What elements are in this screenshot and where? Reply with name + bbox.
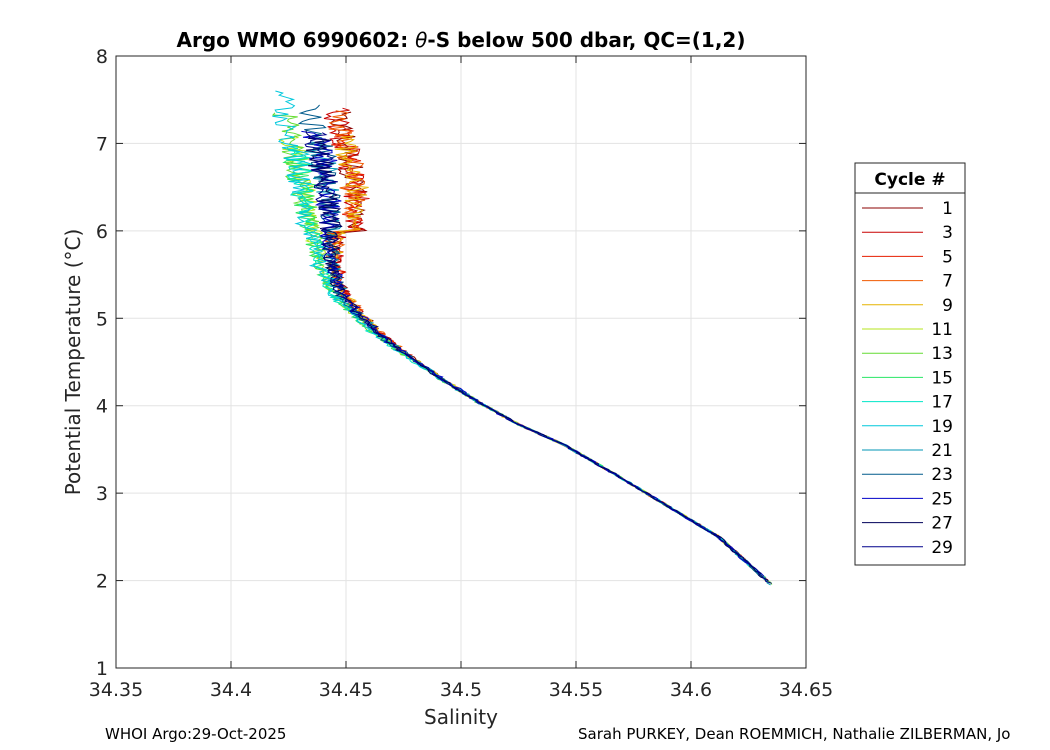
x-tick-label: 34.35: [89, 679, 143, 701]
footer-source: WHOI Argo:29-Oct-2025: [105, 725, 287, 743]
grid-lines: [115, 55, 807, 669]
series-line-cycle-29: [304, 132, 772, 584]
y-tick-label: 5: [96, 308, 108, 330]
x-tick-label: 34.65: [779, 679, 833, 701]
series-line-cycle-5: [324, 126, 771, 584]
series-line-cycle-25: [301, 130, 765, 577]
legend-label-cycle-1: 1: [942, 199, 953, 219]
series-layer: [271, 90, 773, 586]
y-axis-ticks: 1 2 3 4 5 6 7 8: [96, 46, 806, 680]
legend-label-cycle-3: 3: [942, 223, 953, 243]
legend-label-cycle-7: 7: [942, 272, 953, 292]
y-tick-label: 1: [96, 658, 108, 680]
legend-label-cycle-5: 5: [942, 247, 953, 267]
x-axis-ticks: 34.35 34.4 34.45 34.5 34.55 34.6 34.65: [89, 56, 833, 701]
legend-label-cycle-19: 19: [931, 417, 953, 437]
y-axis-label: Potential Temperature (°C): [61, 229, 85, 496]
series-line-cycle-27: [305, 130, 769, 582]
legend-label-cycle-21: 21: [931, 441, 953, 461]
legend-label-cycle-15: 15: [931, 368, 953, 388]
y-tick-label: 4: [96, 396, 108, 418]
series-line-cycle-23: [297, 104, 766, 580]
legend-label-cycle-17: 17: [931, 393, 953, 413]
y-tick-label: 8: [96, 46, 108, 68]
legend-label-cycle-9: 9: [942, 296, 953, 316]
x-tick-label: 34.45: [319, 679, 373, 701]
y-tick-label: 2: [96, 571, 108, 593]
y-tick-label: 6: [96, 221, 108, 243]
legend-label-cycle-13: 13: [931, 344, 953, 364]
legend-label-cycle-27: 27: [931, 514, 953, 534]
legend-label-cycle-29: 29: [931, 538, 953, 558]
y-tick-label: 3: [96, 483, 108, 505]
series-line-cycle-9: [325, 135, 762, 577]
legend-label-cycle-25: 25: [931, 489, 953, 509]
x-tick-label: 34.5: [440, 679, 482, 701]
chart-title: Argo WMO 6990602: θ-S below 500 dbar, QC…: [177, 28, 746, 52]
legend-label-cycle-11: 11: [931, 320, 953, 340]
legend-label-cycle-23: 23: [931, 465, 953, 485]
footer-authors: Sarah PURKEY, Dean ROEMMICH, Nathalie ZI…: [578, 725, 1011, 743]
x-axis-label: Salinity: [424, 705, 498, 729]
legend-title: Cycle #: [874, 170, 945, 190]
y-tick-label: 7: [96, 133, 108, 155]
x-tick-label: 34.4: [210, 679, 252, 701]
x-tick-label: 34.55: [549, 679, 603, 701]
x-tick-label: 34.6: [670, 679, 712, 701]
series-line-cycle-21: [304, 141, 771, 586]
